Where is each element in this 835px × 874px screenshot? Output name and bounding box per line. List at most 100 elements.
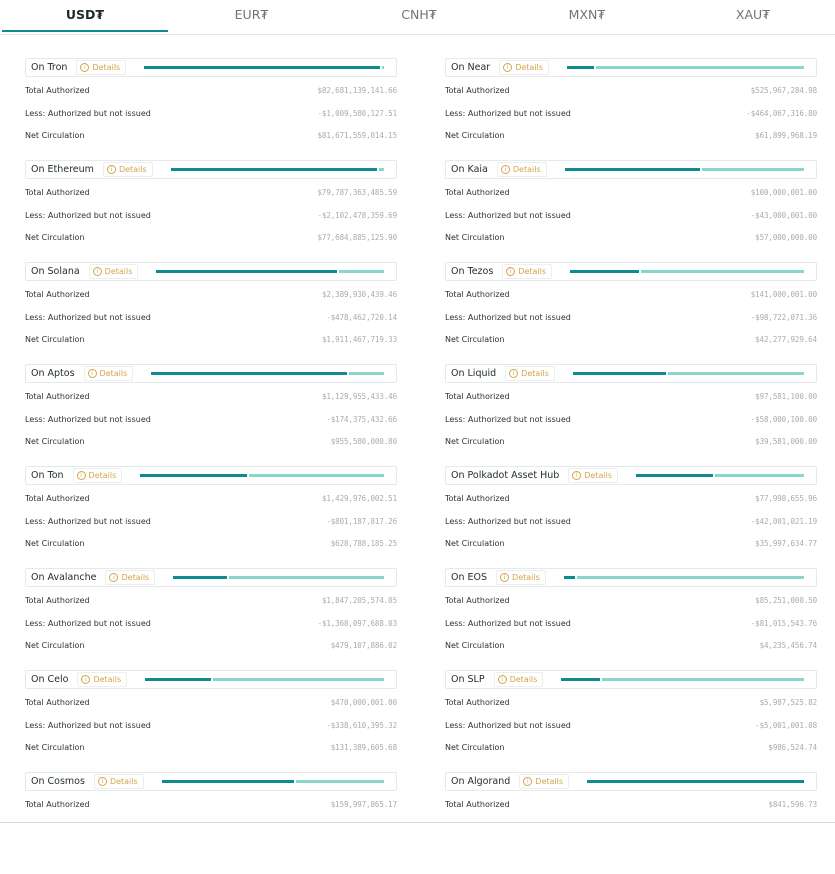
info-icon: i [523,777,533,786]
net-circulation-row: Net Circulation $4,235,456.74 [445,641,817,653]
authorized-not-issued-label: Less: Authorized but not issued [445,109,571,118]
info-icon: i [572,471,582,480]
details-label: Details [104,267,133,276]
details-button[interactable]: i Details [499,60,549,75]
net-circulation-label: Net Circulation [445,641,505,650]
details-button[interactable]: i Details [505,366,555,381]
net-circulation-label: Net Circulation [445,437,505,446]
circulation-bar [156,270,384,273]
chain-block-cosmos: On Cosmos i Details Total Authorized $15… [25,772,397,874]
details-label: Details [109,777,138,786]
authorized-not-issued-row: Less: Authorized but not issued -$478,46… [25,313,397,325]
chain-block-tezos: On Tezos i Details Total Authorized $141… [445,262,817,364]
chain-header: On Celo i Details [25,670,397,689]
details-button[interactable]: i Details [568,468,619,483]
total-authorized-row: Total Authorized $1,129,955,433.46 [25,392,397,404]
net-circulation-row: Net Circulation $39,581,000.00 [445,437,817,449]
circulation-bar [563,576,804,579]
circulation-bar-divider [246,474,249,477]
tab-eurt[interactable]: EUR₮ [234,7,269,22]
authorized-not-issued-value: -$478,462,720.14 [326,313,397,322]
circulation-bar-fill [566,66,595,69]
chain-header: On Avalanche i Details [25,568,397,587]
info-icon: i [81,675,91,684]
details-label: Details [521,369,549,378]
net-circulation-label: Net Circulation [445,335,505,344]
circulation-bar [173,576,384,579]
tab-cnht[interactable]: CNH₮ [401,7,437,22]
net-circulation-label: Net Circulation [445,743,505,752]
net-circulation-value: $35,997,634.77 [755,539,817,548]
info-icon: i [500,573,510,582]
circulation-bar-divider [294,780,297,783]
chain-name: On Tron [31,62,68,73]
chain-name: On Tezos [451,266,494,277]
details-button[interactable]: i Details [105,570,156,585]
authorized-not-issued-value: -$801,187,817.26 [326,517,397,526]
chain-header: On Ton i Details [25,466,397,485]
details-button[interactable]: i Details [102,162,153,177]
details-button[interactable]: i Details [76,60,127,75]
authorized-not-issued-label: Less: Authorized but not issued [25,211,151,220]
circulation-bar-fill [161,780,296,783]
total-authorized-row: Total Authorized $141,000,001.00 [445,290,817,302]
chain-name: On Polkadot Asset Hub [451,470,560,481]
tab-xaut[interactable]: XAU₮ [735,7,771,22]
chain-block-tron: On Tron i Details Total Authorized $82,6… [25,58,397,160]
chain-name: On Near [451,62,491,73]
circulation-bar-divider [593,66,596,69]
info-icon: i [97,777,107,786]
circulation-bar-divider [639,270,642,273]
net-circulation-value: $77,684,885,125.90 [317,233,398,242]
details-button[interactable]: i Details [493,672,544,687]
authorized-not-issued-label: Less: Authorized but not issued [445,415,571,424]
net-circulation-row: Net Circulation $1,911,467,719.33 [25,335,397,347]
authorized-not-issued-value: -$81,015,543.76 [750,619,817,628]
chain-name: On Ethereum [31,164,94,175]
net-circulation-row: Net Circulation $628,788,185.25 [25,539,397,551]
chain-header: On Tron i Details [25,58,397,77]
total-authorized-row: Total Authorized $1,429,976,002.51 [25,494,397,506]
net-circulation-value: $628,788,185.25 [330,539,397,548]
info-icon: i [503,63,513,72]
details-button[interactable]: i Details [519,774,570,789]
details-button[interactable]: i Details [502,264,553,279]
authorized-not-issued-value: -$464,067,316.80 [746,109,817,118]
net-circulation-value: $1,911,467,719.33 [321,335,397,344]
authorized-not-issued-row: Less: Authorized but not issued -$43,000… [445,211,817,223]
net-circulation-label: Net Circulation [25,335,85,344]
chain-block-eos: On EOS i Details Total Authorized $85,25… [445,568,817,670]
chains-column-right: On Near i Details Total Authorized $525,… [445,58,817,874]
authorized-not-issued-label: Less: Authorized but not issued [25,109,151,118]
details-button[interactable]: i Details [496,162,547,177]
details-label: Details [512,165,541,174]
tab-usdt[interactable]: USD₮ [65,7,105,22]
details-button[interactable]: i Details [72,468,123,483]
chain-header: On Polkadot Asset Hub i Details [445,466,817,485]
circulation-bar-divider [574,576,577,579]
net-circulation-value: $61,899,968.19 [755,131,817,140]
authorized-not-issued-value: -$43,000,001.00 [750,211,817,220]
total-authorized-label: Total Authorized [25,596,90,605]
total-authorized-value: $97,581,100.00 [755,392,817,401]
total-authorized-label: Total Authorized [25,800,90,809]
authorized-not-issued-value: -$338,610,395.32 [326,721,397,730]
details-button[interactable]: i Details [77,672,128,687]
chain-block-liquid: On Liquid i Details Total Authorized $97… [445,364,817,466]
details-label: Details [118,165,147,174]
details-button[interactable]: i Details [93,774,144,789]
chain-name: On Cosmos [31,776,85,787]
net-circulation-value: $57,000,000.00 [755,233,817,242]
details-button[interactable]: i Details [496,570,546,585]
details-button[interactable]: i Details [83,366,134,381]
tab-mxnt[interactable]: MXN₮ [568,7,606,22]
details-button[interactable]: i Details [88,264,139,279]
circulation-bar [572,372,804,375]
authorized-not-issued-label: Less: Authorized but not issued [25,313,151,322]
chain-header: On Kaia i Details [445,160,817,179]
info-icon: i [109,573,119,582]
circulation-bar [170,168,384,171]
circulation-bar-fill [144,66,382,69]
net-circulation-label: Net Circulation [445,233,505,242]
total-authorized-label: Total Authorized [25,188,90,197]
